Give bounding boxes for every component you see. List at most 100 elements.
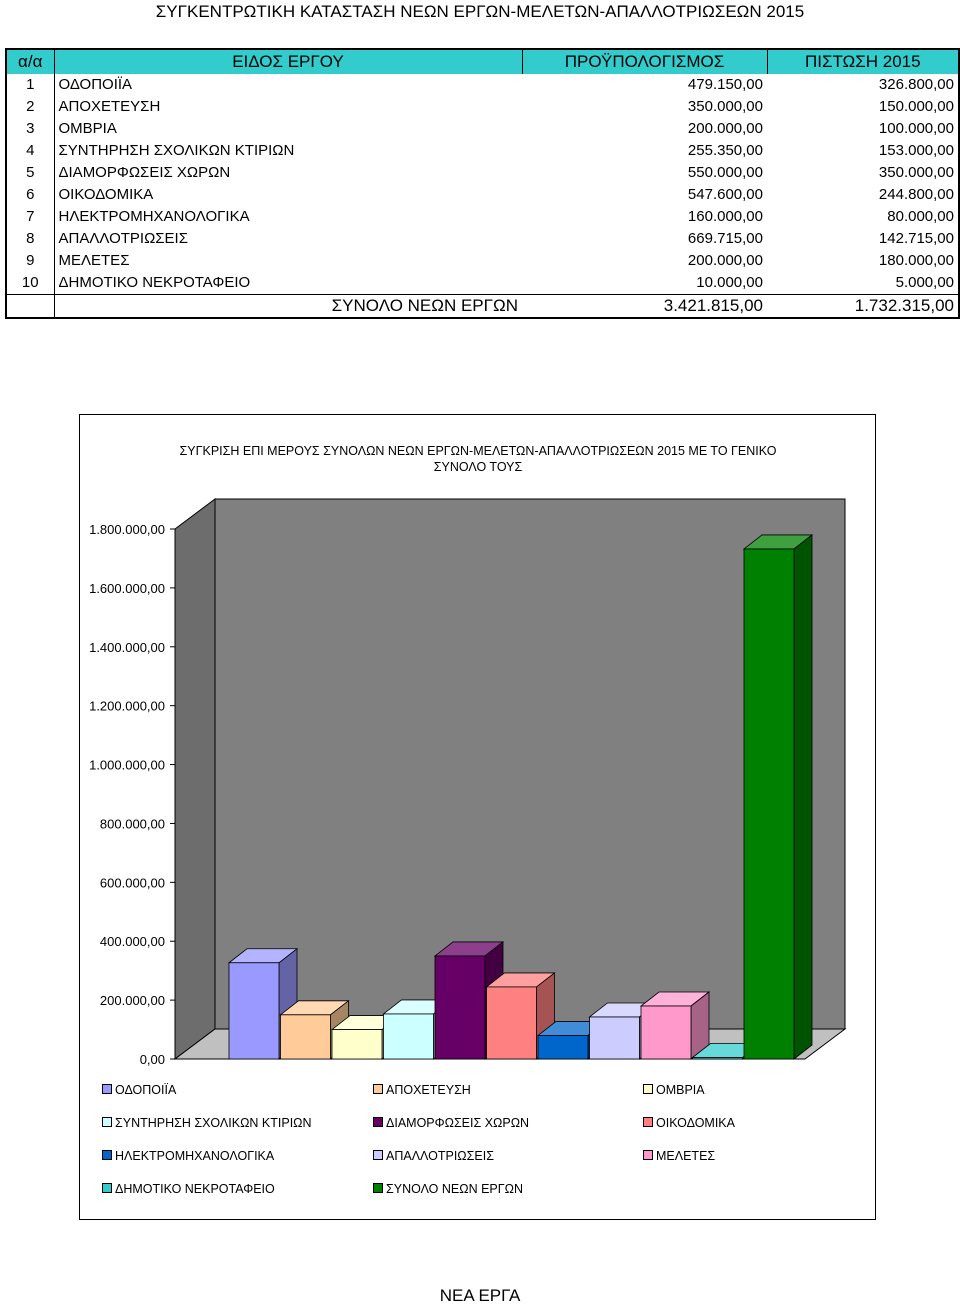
row-name: ΔΙΑΜΟΡΦΩΣΕΙΣ ΧΩΡΩΝ — [58, 164, 231, 181]
legend-label: ΟΔΟΠΟΙΪΑ — [115, 1083, 177, 1097]
chart-side-wall — [174, 498, 216, 1060]
row-index: 6 — [6, 184, 55, 206]
y-tick-label: 1.800.000,00 — [89, 522, 165, 537]
row-index: 10 — [6, 272, 55, 295]
table-row: 8 ΑΠΑΛΛΟΤΡΙΩΣΕΙΣ 669.715,00 142.715,00 — [6, 228, 959, 250]
row-index: 7 — [6, 206, 55, 228]
y-tick-label: 400.000,00 — [100, 934, 165, 949]
legend-label: ΗΛΕΚΤΡΟΜΗΧΑΝΟΛΟΓΙΚΑ — [115, 1149, 275, 1163]
row-budget: 255.350,00 — [687, 142, 763, 159]
legend-item: ΣΥΝΤΗΡΗΣΗ ΣΧΟΛΙΚΩΝ ΚΤΙΡΙΩΝ — [102, 1116, 312, 1130]
header-index: α/α — [6, 49, 55, 74]
table-row: 4 ΣΥΝΤΗΡΗΣΗ ΣΧΟΛΙΚΩΝ ΚΤΙΡΙΩΝ 255.350,00 153… — [6, 140, 959, 162]
bar-4 — [383, 1013, 434, 1060]
y-tick-label: 1.200.000,00 — [89, 699, 165, 714]
legend-label: ΣΥΝΤΗΡΗΣΗ ΣΧΟΛΙΚΩΝ ΚΤΙΡΙΩΝ — [115, 1116, 312, 1130]
legend-swatch — [643, 1150, 653, 1160]
y-tick-label: 0,00 — [140, 1052, 165, 1067]
header-credit: ΠΙΣΤΩΣΗ 2015 — [767, 49, 959, 74]
chart-title: ΣΥΓΚΡΙΣΗ ΕΠΙ ΜΕΡΟΥΣ ΣΥΝΟΛΩΝ ΝΕΩΝ ΕΡΓΩΝ-Μ… — [179, 444, 777, 474]
legend-swatch — [373, 1150, 383, 1160]
row-name: ΟΙΚΟΔΟΜΙΚΑ — [58, 186, 154, 203]
legend-swatch — [643, 1084, 653, 1094]
y-tick-label: 600.000,00 — [100, 875, 165, 890]
table-row: 7 ΗΛΕΚΤΡΟΜΗΧΑΝΟΛΟΓΙΚΑ 160.000,00 80.000,00 — [6, 206, 959, 228]
footer-label: ΝΕΑ ΕΡΓΑ — [439, 1286, 521, 1305]
legend-label: ΟΜΒΡΙΑ — [656, 1083, 705, 1097]
row-budget: 550.000,00 — [687, 164, 763, 181]
legend-label: ΑΠΟΧΕΤΕΥΣΗ — [386, 1083, 471, 1097]
row-name: ΑΠΑΛΛΟΤΡΙΩΣΕΙΣ — [58, 230, 189, 247]
legend-item: ΔΗΜΟΤΙΚΟ ΝΕΚΡΟΤΑΦΕΙΟ — [102, 1182, 275, 1196]
summary-table: α/α ΕΙΔΟΣ ΕΡΓΟΥ ΠΡΟΫΠΟΛΟΓΙΣΜΟΣ ΠΙΣΤΩΣΗ 2… — [5, 48, 960, 319]
legend-label: ΔΗΜΟΤΙΚΟ ΝΕΚΡΟΤΑΦΕΙΟ — [115, 1182, 275, 1196]
bar-3 — [331, 1029, 383, 1060]
row-name: ΑΠΟΧΕΤΕΥΣΗ — [58, 98, 161, 115]
legend-item: ΔΙΑΜΟΡΦΩΣΕΙΣ ΧΩΡΩΝ — [373, 1116, 529, 1130]
row-index: 8 — [6, 228, 55, 250]
legend-swatch — [102, 1117, 112, 1127]
bar-1 — [228, 962, 280, 1060]
legend-label: ΟΙΚΟΔΟΜΙΚΑ — [656, 1116, 735, 1130]
row-index: 9 — [6, 250, 55, 272]
bar-5 — [434, 955, 486, 1060]
table-row: 9 ΜΕΛΕΤΕΣ 200.000,00 180.000,00 — [6, 250, 959, 272]
bar-8 — [589, 1016, 640, 1060]
row-name: ΟΜΒΡΙΑ — [58, 120, 117, 137]
row-name: ΣΥΝΤΗΡΗΣΗ ΣΧΟΛΙΚΩΝ ΚΤΙΡΙΩΝ — [58, 142, 295, 159]
bar-7 — [537, 1035, 589, 1060]
row-name: ΜΕΛΕΤΕΣ — [58, 252, 130, 269]
row-credit: 150.000,00 — [878, 98, 954, 115]
row-credit: 100.000,00 — [878, 120, 954, 137]
y-tick-label: 1.600.000,00 — [89, 581, 165, 596]
bar-2 — [280, 1014, 331, 1060]
legend-item: ΟΔΟΠΟΙΪΑ — [102, 1083, 176, 1097]
y-tick-label: 200.000,00 — [100, 993, 165, 1008]
bar-side — [793, 534, 813, 1060]
bar-10 — [692, 1057, 743, 1060]
row-budget: 200.000,00 — [687, 120, 763, 137]
y-tick-label: 800.000,00 — [100, 816, 165, 831]
row-budget: 479.150,00 — [687, 76, 763, 93]
legend-item: ΣΥΝΟΛΟ ΝΕΩΝ ΕΡΓΩΝ — [373, 1182, 523, 1196]
total-budget: 3.421.815,00 — [522, 294, 767, 318]
row-budget: 160.000,00 — [687, 208, 763, 225]
legend-swatch — [373, 1084, 383, 1094]
row-credit: 244.800,00 — [878, 186, 954, 203]
row-index: 2 — [6, 96, 55, 118]
row-budget: 669.715,00 — [687, 230, 763, 247]
row-index: 5 — [6, 162, 55, 184]
legend-swatch — [643, 1117, 653, 1127]
bar-9 — [640, 1005, 692, 1060]
chart-container: ΣΥΓΚΡΙΣΗ ΕΠΙ ΜΕΡΟΥΣ ΣΥΝΟΛΩΝ ΝΕΩΝ ΕΡΓΩΝ-Μ… — [79, 414, 876, 1220]
row-budget: 350.000,00 — [687, 98, 763, 115]
table-row: 10 ΔΗΜΟΤΙΚΟ ΝΕΚΡΟΤΑΦΕΙΟ 10.000,00 5.000,00 — [6, 272, 959, 295]
legend-item: ΜΕΛΕΤΕΣ — [643, 1149, 715, 1163]
row-credit: 142.715,00 — [878, 230, 954, 247]
legend-swatch — [373, 1183, 383, 1193]
table-row: 2 ΑΠΟΧΕΤΕΥΣΗ 350.000,00 150.000,00 — [6, 96, 959, 118]
table-row: 1 ΟΔΟΠΟΙΪΑ 479.150,00 326.800,00 — [6, 74, 959, 96]
page-title: ΣΥΓΚΕΝΤΡΩΤΙΚΗ ΚΑΤΑΣΤΑΣΗ ΝΕΩΝ ΕΡΓΩΝ-ΜΕΛΕΤ… — [155, 2, 805, 21]
table-total-row: ΣΥΝΟΛΟ ΝΕΩΝ ΕΡΓΩΝ 3.421.815,00 1.732.315,0… — [6, 294, 959, 318]
legend-label: ΑΠΑΛΛΟΤΡΙΩΣΕΙΣ — [386, 1149, 494, 1163]
row-credit: 326.800,00 — [878, 76, 954, 93]
legend-item: ΗΛΕΚΤΡΟΜΗΧΑΝΟΛΟΓΙΚΑ — [102, 1149, 274, 1163]
legend-swatch — [373, 1117, 383, 1127]
total-label: ΣΥΝΟΛΟ ΝΕΩΝ ΕΡΓΩΝ — [54, 294, 522, 318]
row-index: 1 — [6, 74, 55, 96]
table-row: 6 ΟΙΚΟΔΟΜΙΚΑ 547.600,00 244.800,00 — [6, 184, 959, 206]
legend-item: ΟΙΚΟΔΟΜΙΚΑ — [643, 1116, 735, 1130]
table-header-row: α/α ΕΙΔΟΣ ΕΡΓΟΥ ΠΡΟΫΠΟΛΟΓΙΣΜΟΣ ΠΙΣΤΩΣΗ 2… — [6, 49, 959, 74]
legend-item: ΑΠΑΛΛΟΤΡΙΩΣΕΙΣ — [373, 1149, 494, 1163]
legend-swatch — [102, 1150, 112, 1160]
row-credit: 350.000,00 — [878, 164, 954, 181]
chart-plot: 0,00 200.000,00 400.000,00 600.000,00 800.00… — [89, 498, 847, 1067]
legend-swatch — [102, 1183, 112, 1193]
row-credit: 153.000,00 — [878, 142, 954, 159]
header-type: ΕΙΔΟΣ ΕΡΓΟΥ — [54, 49, 523, 74]
legend-item: ΑΠΟΧΕΤΕΥΣΗ — [373, 1083, 471, 1097]
row-credit: 80.000,00 — [887, 208, 954, 225]
y-tick-label: 1.400.000,00 — [89, 640, 165, 655]
total-empty — [6, 294, 55, 318]
